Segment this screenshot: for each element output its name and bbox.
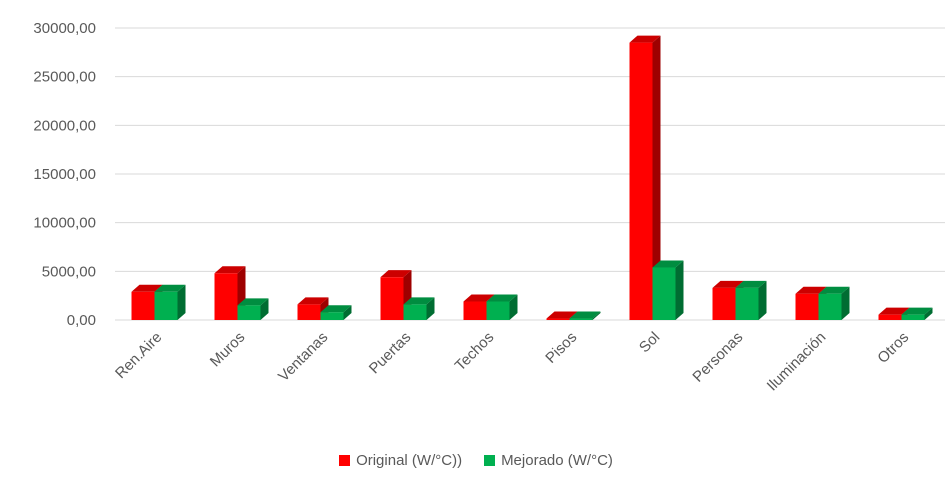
y-tick-label: 0,00 (67, 312, 96, 329)
gridlines (115, 27, 945, 321)
bar-original (629, 35, 661, 320)
y-tick-label: 10000,00 (33, 215, 96, 232)
bar-mejorado (652, 260, 684, 320)
legend-label-mejorado: Mejorado (W/°C) (501, 452, 613, 469)
bar-mejorado (901, 307, 933, 320)
y-axis: 0,00 5000,00 10000,00 15000,00 20000,00 25000… (33, 20, 96, 329)
legend-swatch-original (339, 455, 351, 466)
x-tick-label: Puertas (366, 329, 415, 378)
x-tick-label: Iluminación (764, 329, 830, 395)
x-tick-label: Techos (452, 329, 498, 375)
bar-mejorado (486, 294, 518, 320)
y-tick-label: 25000,00 (33, 69, 96, 86)
x-tick-label: Pisos (542, 329, 580, 367)
x-tick-label: Ren.Aire (112, 329, 165, 382)
bar-mejorado (320, 305, 352, 320)
legend-item-original: Original (W/°C)) (339, 452, 462, 469)
bar-mejorado (735, 280, 767, 320)
legend-swatch-mejorado (484, 455, 496, 466)
bars (131, 35, 933, 320)
y-tick-label: 5000,00 (42, 263, 96, 280)
legend-label-original: Original (W/°C)) (356, 452, 463, 469)
x-tick-label: Otros (874, 329, 912, 367)
bar-mejorado (403, 297, 435, 320)
bar-mejorado (569, 311, 601, 320)
bar-mejorado (154, 284, 186, 320)
x-axis: Ren.Aire Muros Ventanas Puertas Techos Pisos S… (112, 329, 912, 395)
x-tick-label: Sol (636, 329, 663, 356)
y-tick-label: 30000,00 (33, 20, 96, 37)
legend: Original (W/°C)) Mejorado (W/°C) (0, 452, 952, 469)
x-tick-label: Ventanas (275, 329, 331, 385)
y-tick-label: 20000,00 (33, 117, 96, 134)
x-tick-label: Personas (689, 329, 746, 386)
bar-mejorado (237, 298, 269, 320)
x-tick-label: Muros (207, 329, 248, 370)
bar-mejorado (818, 286, 850, 320)
y-tick-label: 15000,00 (33, 166, 96, 183)
legend-item-mejorado: Mejorado (W/°C) (484, 452, 613, 469)
